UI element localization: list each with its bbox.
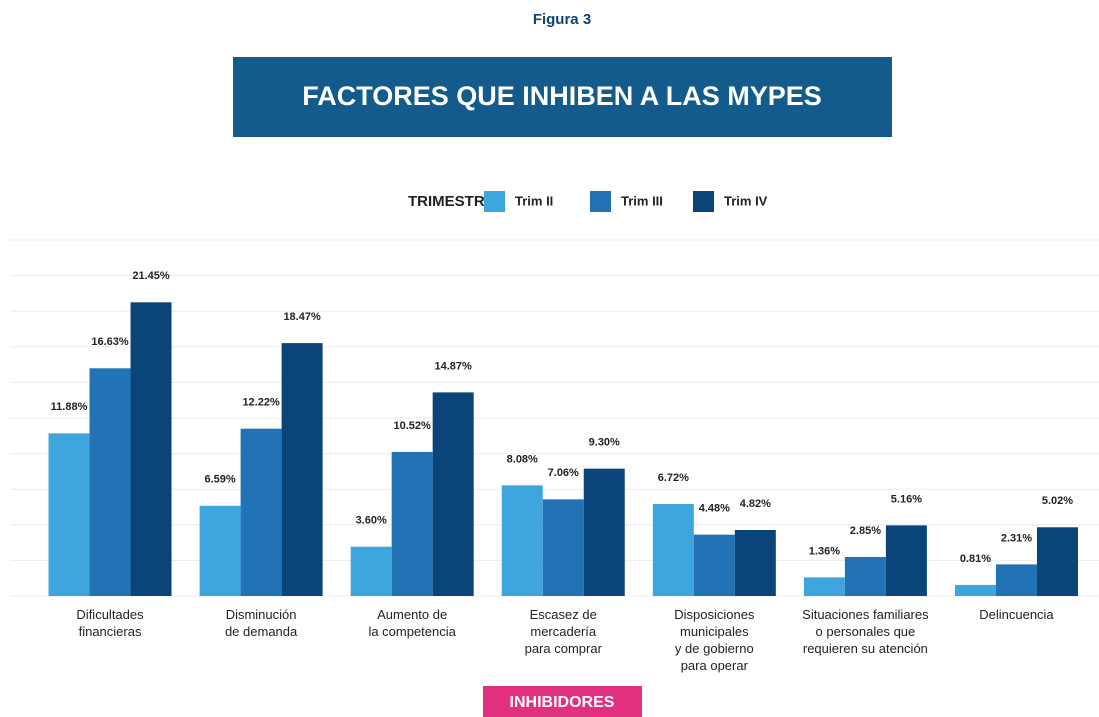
data-label: 5.02%	[1042, 495, 1073, 507]
bar	[130, 302, 172, 596]
data-label: 2.31%	[1001, 532, 1032, 544]
data-label: 1.36%	[809, 545, 840, 557]
bar	[734, 530, 776, 596]
legend-swatch	[693, 191, 714, 212]
data-label: 11.88%	[51, 401, 88, 413]
bar	[542, 499, 584, 596]
data-label: 21.45%	[132, 270, 170, 282]
data-label: 5.16%	[891, 493, 922, 505]
bar	[652, 503, 694, 596]
x-tick-label-line: la competencia	[368, 624, 456, 639]
legend-swatch	[484, 191, 505, 212]
x-tick-label-line: financieras	[79, 624, 142, 639]
x-tick-label-line: Delincuencia	[979, 607, 1054, 622]
data-label: 4.82%	[740, 498, 771, 510]
data-label: 6.59%	[205, 474, 236, 486]
x-tick-label-line: Disminución	[226, 607, 297, 622]
x-tick-label: Escasez de mercadería para comprar	[525, 607, 603, 656]
x-tick-label-line: requieren su atención	[803, 641, 928, 656]
x-tick-label-line: de demanda	[225, 624, 298, 639]
x-tick-label-line: Disposiciones	[674, 607, 755, 622]
bar	[281, 343, 323, 596]
data-label: 12.22%	[242, 397, 280, 409]
bar	[391, 451, 433, 596]
x-tick-label-line: para comprar	[525, 641, 603, 656]
x-axis-title: INHIBIDORES	[510, 694, 615, 711]
x-tick-label-line: y de gobierno	[675, 641, 754, 656]
data-label: 3.60%	[356, 515, 387, 527]
legend-title: TRIMESTRE	[408, 193, 495, 210]
x-tick-label: Disminución de demanda	[225, 607, 298, 639]
data-label: 18.47%	[283, 311, 321, 323]
data-label: 4.48%	[699, 503, 730, 515]
bar	[844, 556, 886, 596]
bar	[583, 468, 625, 596]
x-tick-label-line: o personales que	[816, 624, 916, 639]
legend-label: Trim II	[515, 193, 553, 208]
figure-label: Figura 3	[533, 11, 591, 28]
data-label: 16.63%	[91, 336, 129, 348]
data-label: 7.06%	[548, 467, 579, 479]
bar	[48, 433, 90, 596]
chart-title: FACTORES QUE INHIBEN A LAS MYPES	[302, 81, 822, 111]
legend-label: Trim III	[621, 193, 663, 208]
x-tick-label-line: mercadería	[530, 624, 597, 639]
title-banner	[233, 57, 892, 137]
bar	[432, 392, 474, 596]
x-tick-label: Dificultades financieras	[76, 607, 144, 639]
data-label: 8.08%	[507, 453, 538, 465]
bar	[199, 505, 241, 596]
x-tick-label: Aumento de la competencia	[368, 607, 456, 639]
x-tick-label: Situaciones familiares o personales que re…	[802, 607, 929, 656]
data-label: 14.87%	[435, 360, 473, 372]
bar	[350, 546, 392, 596]
x-tick-label-line: municipales	[680, 624, 749, 639]
data-label: 10.52%	[394, 420, 432, 432]
x-axis-title-box	[483, 686, 642, 717]
bar	[1036, 527, 1078, 596]
bar	[954, 584, 996, 596]
bar	[240, 428, 282, 596]
data-label: 0.81%	[960, 553, 991, 565]
bar	[995, 564, 1037, 596]
data-label: 6.72%	[658, 472, 689, 484]
bar	[501, 485, 543, 596]
data-label: 2.85%	[850, 525, 881, 537]
legend-swatch	[590, 191, 611, 212]
bar	[89, 368, 131, 596]
x-tick-label-line: Situaciones familiares	[802, 607, 929, 622]
bar	[693, 534, 735, 596]
x-tick-label: Delincuencia	[979, 607, 1054, 622]
data-label: 9.30%	[589, 437, 620, 449]
x-tick-label-line: Escasez de	[530, 607, 597, 622]
x-tick-label: Disposiciones municipales y de gobierno par…	[674, 607, 755, 673]
x-tick-label-line: Dificultades	[76, 607, 144, 622]
x-tick-label-line: para operar	[681, 658, 749, 673]
bar	[885, 525, 927, 596]
legend-label: Trim IV	[724, 193, 768, 208]
x-tick-label-line: Aumento de	[377, 607, 447, 622]
bar	[803, 577, 845, 596]
